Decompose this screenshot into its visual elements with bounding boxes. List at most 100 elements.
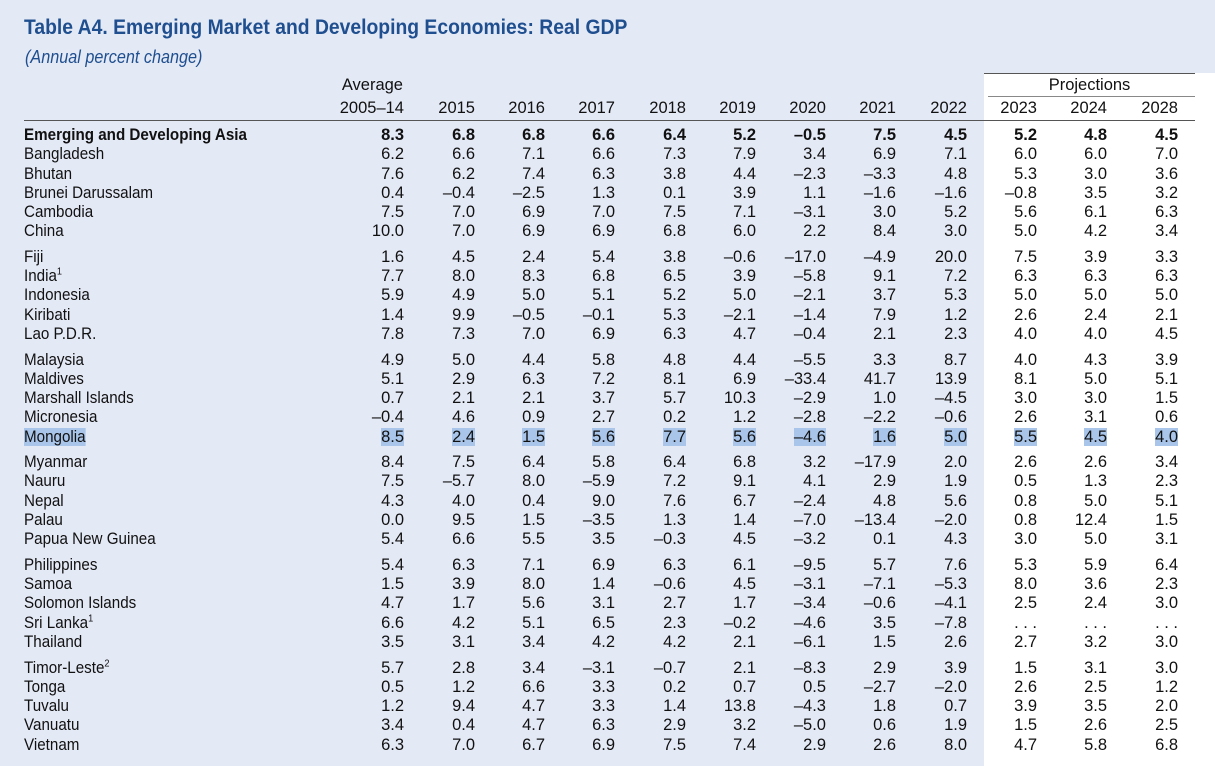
column-header: 2015 <box>438 99 475 117</box>
value-cell: –2.5 <box>473 184 545 203</box>
country-label: Tuvalu <box>24 697 70 715</box>
value-cell: –4.9 <box>824 248 896 267</box>
value-text: 5.0 <box>944 427 967 446</box>
value-cell: –7.8 <box>895 614 967 633</box>
value-cell: –5.9 <box>543 472 615 491</box>
value-cell: 7.2 <box>895 267 967 286</box>
value-text: 3.1 <box>1084 408 1107 427</box>
value-cell: –2.1 <box>754 286 826 305</box>
value-text: 7.1 <box>733 203 756 221</box>
value-text: 1.3 <box>1084 472 1107 491</box>
value-cell: 9.5 <box>403 511 475 530</box>
value-text: 0.4 <box>381 183 404 202</box>
value-text: 4.5 <box>1084 427 1107 446</box>
value-cell: 7.9 <box>684 145 756 164</box>
value-text: 1.8 <box>873 697 896 715</box>
value-text: 6.3 <box>1084 267 1107 286</box>
country-label: Vietnam <box>24 735 80 754</box>
value-cell: 6.6 <box>543 145 615 164</box>
value-text: –5.5 <box>793 350 826 369</box>
value-text: 0.7 <box>944 697 967 715</box>
value-text: 3.5 <box>592 530 615 549</box>
value-cell: 3.1 <box>403 633 475 652</box>
value-cell: 8.7 <box>895 351 967 370</box>
value-text: 4.9 <box>381 350 404 369</box>
value-text: 7.4 <box>522 164 545 183</box>
country-name: Brunei Darussalam <box>24 184 153 203</box>
value-cell: 4.7 <box>684 325 756 344</box>
value-text: 6.7 <box>522 735 545 754</box>
country-name: Tuvalu <box>24 697 69 716</box>
country-label: Indonesia <box>24 286 90 305</box>
value-cell: 3.3 <box>543 678 615 697</box>
value-text: 3.9 <box>733 183 756 202</box>
value-text: 4.2 <box>1084 222 1107 241</box>
value-cell: 9.1 <box>684 472 756 491</box>
value-cell: 2.6 <box>965 678 1037 697</box>
value-text: 3.3 <box>1155 247 1178 266</box>
value-cell: 4.8 <box>1035 126 1107 145</box>
value-cell: –3.1 <box>543 659 615 678</box>
value-cell: 5.9 <box>1035 556 1107 575</box>
value-text: 3.1 <box>592 594 615 613</box>
value-text: 5.1 <box>522 613 545 632</box>
value-cell: 0.2 <box>614 678 686 697</box>
value-text: 2.7 <box>663 594 686 613</box>
value-cell: 5.2 <box>895 203 967 222</box>
value-cell: –4.5 <box>895 389 967 408</box>
value-text: –5.0 <box>793 716 826 735</box>
value-cell: 6.6 <box>403 530 475 549</box>
value-cell: 6.7 <box>684 492 756 511</box>
value-cell: –3.2 <box>754 530 826 549</box>
value-cell: 3.9 <box>1035 248 1107 267</box>
value-text: 1.5 <box>1155 389 1178 408</box>
value-cell: 3.9 <box>684 267 756 286</box>
value-cell: 5.0 <box>1035 530 1107 549</box>
value-text: 4.5 <box>452 247 475 266</box>
value-text: –0.8 <box>1004 183 1037 202</box>
value-cell: 2.7 <box>543 408 615 427</box>
value-cell: 1.4 <box>543 575 615 594</box>
value-text: –3.1 <box>582 658 615 677</box>
value-cell: 4.5 <box>684 530 756 549</box>
value-text: 3.0 <box>1155 632 1178 651</box>
value-cell: 2.9 <box>824 472 896 491</box>
value-cell: 3.4 <box>1106 453 1178 472</box>
value-cell: 6.4 <box>614 126 686 145</box>
table-row: Tuvalu 1.2 9.4 4.7 3.3 1.4 13.8 –4.3 1.8 0.7 3.9 3.… <box>0 697 1215 716</box>
value-text: 6.7 <box>733 491 756 510</box>
value-text: 6.3 <box>663 555 686 574</box>
value-text: 3.4 <box>522 632 545 651</box>
column-header: 2021 <box>859 99 896 117</box>
country-label: Fiji <box>24 247 44 266</box>
table-row: Palau 0.0 9.5 1.5 –3.5 1.3 1.4 –7.0 –13.4 –2.0 0.8… <box>0 511 1215 530</box>
value-cell: –0.5 <box>754 126 826 145</box>
value-cell: 4.2 <box>614 633 686 652</box>
value-cell: 3.9 <box>684 184 756 203</box>
value-cell: 7.7 <box>332 267 404 286</box>
value-text: 7.1 <box>944 145 967 164</box>
value-cell: 4.4 <box>684 165 756 184</box>
value-cell: 1.7 <box>684 594 756 613</box>
value-text: 0.0 <box>381 510 404 529</box>
country-label: Palau <box>24 510 63 529</box>
value-text: 6.8 <box>663 222 686 241</box>
value-cell: 1.4 <box>684 511 756 530</box>
value-text: 5.7 <box>873 555 896 574</box>
country-name: India1 <box>24 267 62 286</box>
value-text: 3.0 <box>1014 389 1037 408</box>
value-cell: 3.0 <box>1106 633 1178 652</box>
value-text: 13.8 <box>723 697 756 715</box>
value-text: 3.9 <box>733 267 756 286</box>
value-cell: 6.6 <box>332 614 404 633</box>
value-text: 2.9 <box>452 369 475 388</box>
value-text: 5.4 <box>381 555 404 574</box>
value-cell: 2.5 <box>965 594 1037 613</box>
value-text: 4.2 <box>452 613 475 632</box>
value-text: 3.0 <box>873 203 896 221</box>
value-text: 8.5 <box>381 427 404 446</box>
value-cell: 5.0 <box>403 351 475 370</box>
country-label: Thailand <box>24 632 83 651</box>
value-text: 7.5 <box>663 735 686 754</box>
value-text: 3.1 <box>452 632 475 651</box>
